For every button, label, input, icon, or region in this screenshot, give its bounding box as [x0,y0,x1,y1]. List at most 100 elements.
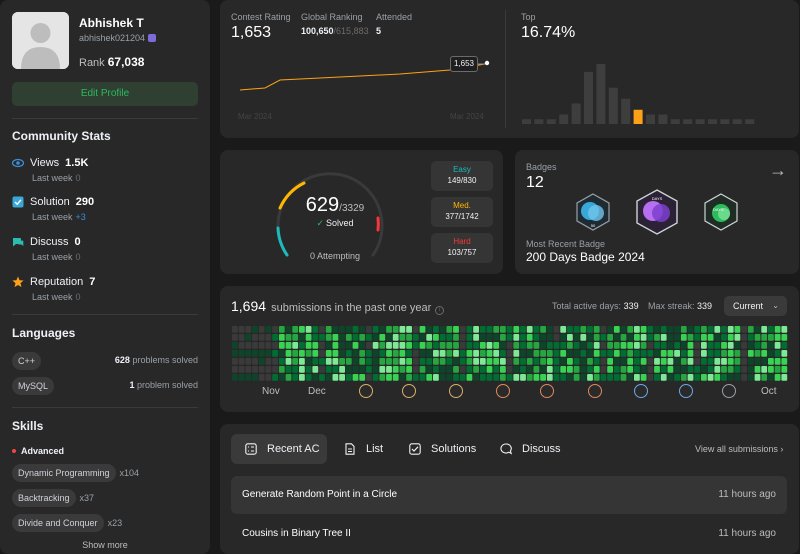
heatmap-cell [446,350,453,357]
contest-medal-icon[interactable] [540,384,554,398]
contest-medal-icon[interactable] [449,384,463,398]
heatmap-cell [339,334,345,341]
heatmap-cell [660,350,667,357]
tab-solutions[interactable]: Solutions [395,434,480,464]
contest-medal-icon[interactable] [402,384,416,398]
heatmap-cell [694,326,701,333]
heatmap-cell [680,366,687,373]
arrow-right-icon[interactable]: → [769,160,787,180]
heatmap-cell [412,350,419,357]
contest-medal-icon[interactable] [722,384,736,398]
heatmap-cell [232,358,238,365]
tab-list[interactable]: List [330,434,390,464]
histogram-bar [695,119,705,124]
heatmap-cell [640,334,647,341]
heatmap-cell [768,366,774,373]
heatmap-cell [493,358,500,365]
heatmap-cell [627,358,634,365]
heatmap-cell [473,342,479,349]
heatmap-cell [754,326,761,333]
heatmap-cell [392,366,399,373]
year-select[interactable]: Current ⌄ [724,296,787,316]
heatmap-cell [654,334,660,341]
hard-box[interactable]: Hard 103/757 [431,233,493,263]
heatmap-cell [546,366,553,373]
heatmap-cell [580,358,587,365]
heatmap-cell [325,350,332,357]
contest-medal-icon[interactable] [496,384,510,398]
heatmap-cell [687,326,694,333]
contest-medal-icon[interactable] [634,384,648,398]
heatmap-cell [232,326,238,333]
solved-number: 629 [305,194,340,216]
heatmap-cell [573,366,580,373]
contest-medal-icon[interactable] [679,384,693,398]
heatmap-cell [754,342,761,349]
heatmap-cell [634,358,640,365]
skill-chip[interactable]: Backtracking [12,489,76,507]
profile-name: Abhishek T [79,16,144,30]
badge-50-days-green-icon[interactable]: DAYS [701,192,741,232]
skill-chip[interactable]: Divide and Conquer [12,514,104,532]
chat-icon [13,238,24,247]
edit-profile-button[interactable]: Edit Profile [12,82,198,106]
heatmap-cell [406,350,412,357]
language-chip[interactable]: MySQL [12,377,55,395]
stat-label: Views [30,157,60,169]
heatmap-cell [366,342,372,349]
info-icon[interactable]: i [435,306,445,315]
rating-line-chart[interactable] [220,0,505,138]
heatmap-cell [433,326,439,333]
heatmap-cell [419,326,426,333]
heatmap-cell [426,358,433,365]
contest-medal-icon[interactable] [359,384,373,398]
tab-discuss[interactable]: Discuss [486,434,566,464]
heatmap-cell [272,326,278,333]
heatmap-cell [439,334,446,341]
heatmap-cell [278,326,285,333]
stat-views-label: Views 1.5K [30,157,88,169]
badge-100-days-icon[interactable]: DAYS [634,188,680,236]
heatmap-cell [721,358,727,365]
heatmap-cell [446,342,453,349]
heatmap-cell [694,334,701,341]
heatmap-cell [593,358,600,365]
heatmap-cell [419,350,426,357]
submission-heatmap[interactable] [232,326,792,384]
heatmap-cell [714,358,721,365]
heatmap-cell [426,350,433,357]
view-all-submissions-link[interactable]: View all submissions › [695,444,783,454]
submission-row[interactable]: Generate Random Point in a Circle 11 hou… [231,476,787,514]
skill-chip[interactable]: Dynamic Programming [12,464,116,482]
heatmap-cell [660,358,667,365]
heatmap-cell [513,366,520,373]
submission-row[interactable]: Cousins in Binary Tree II 11 hours ago [231,515,787,553]
solved-card: 629/3329 ✓ Solved 0 Attempting Easy 149/83… [220,150,503,274]
stat-solution-sub: Last week +3 [32,212,86,222]
easy-box[interactable]: Easy 149/830 [431,161,493,191]
tab-recent-ac[interactable]: Recent AC [231,434,327,464]
heatmap-cell [406,366,412,373]
medium-box[interactable]: Med. 377/1742 [431,197,493,227]
global-rank: 100,650 [301,26,334,36]
heatmap-cell [359,374,366,381]
heatmap-cell [285,366,292,373]
avatar[interactable] [12,12,69,69]
contest-medal-icon[interactable] [588,384,602,398]
heatmap-cell [352,358,359,365]
heatmap-cell [265,350,272,357]
language-chip[interactable]: C++ [12,352,42,370]
rating-histogram[interactable] [522,64,787,126]
heatmap-cell [593,334,600,341]
heatmap-cell [754,358,761,365]
heatmap-cell [386,350,392,357]
show-more-link[interactable]: Show more [82,540,128,550]
max-streak-label: Max streak: [648,301,695,311]
heatmap-cell [654,342,660,349]
badge-50-days-icon[interactable]: 50 [573,192,613,232]
heatmap-cell [640,374,647,381]
stat-value: 1.5K [65,157,89,169]
heatmap-cell [278,342,285,349]
heatmap-cell [680,334,687,341]
svg-text:50: 50 [591,223,596,228]
